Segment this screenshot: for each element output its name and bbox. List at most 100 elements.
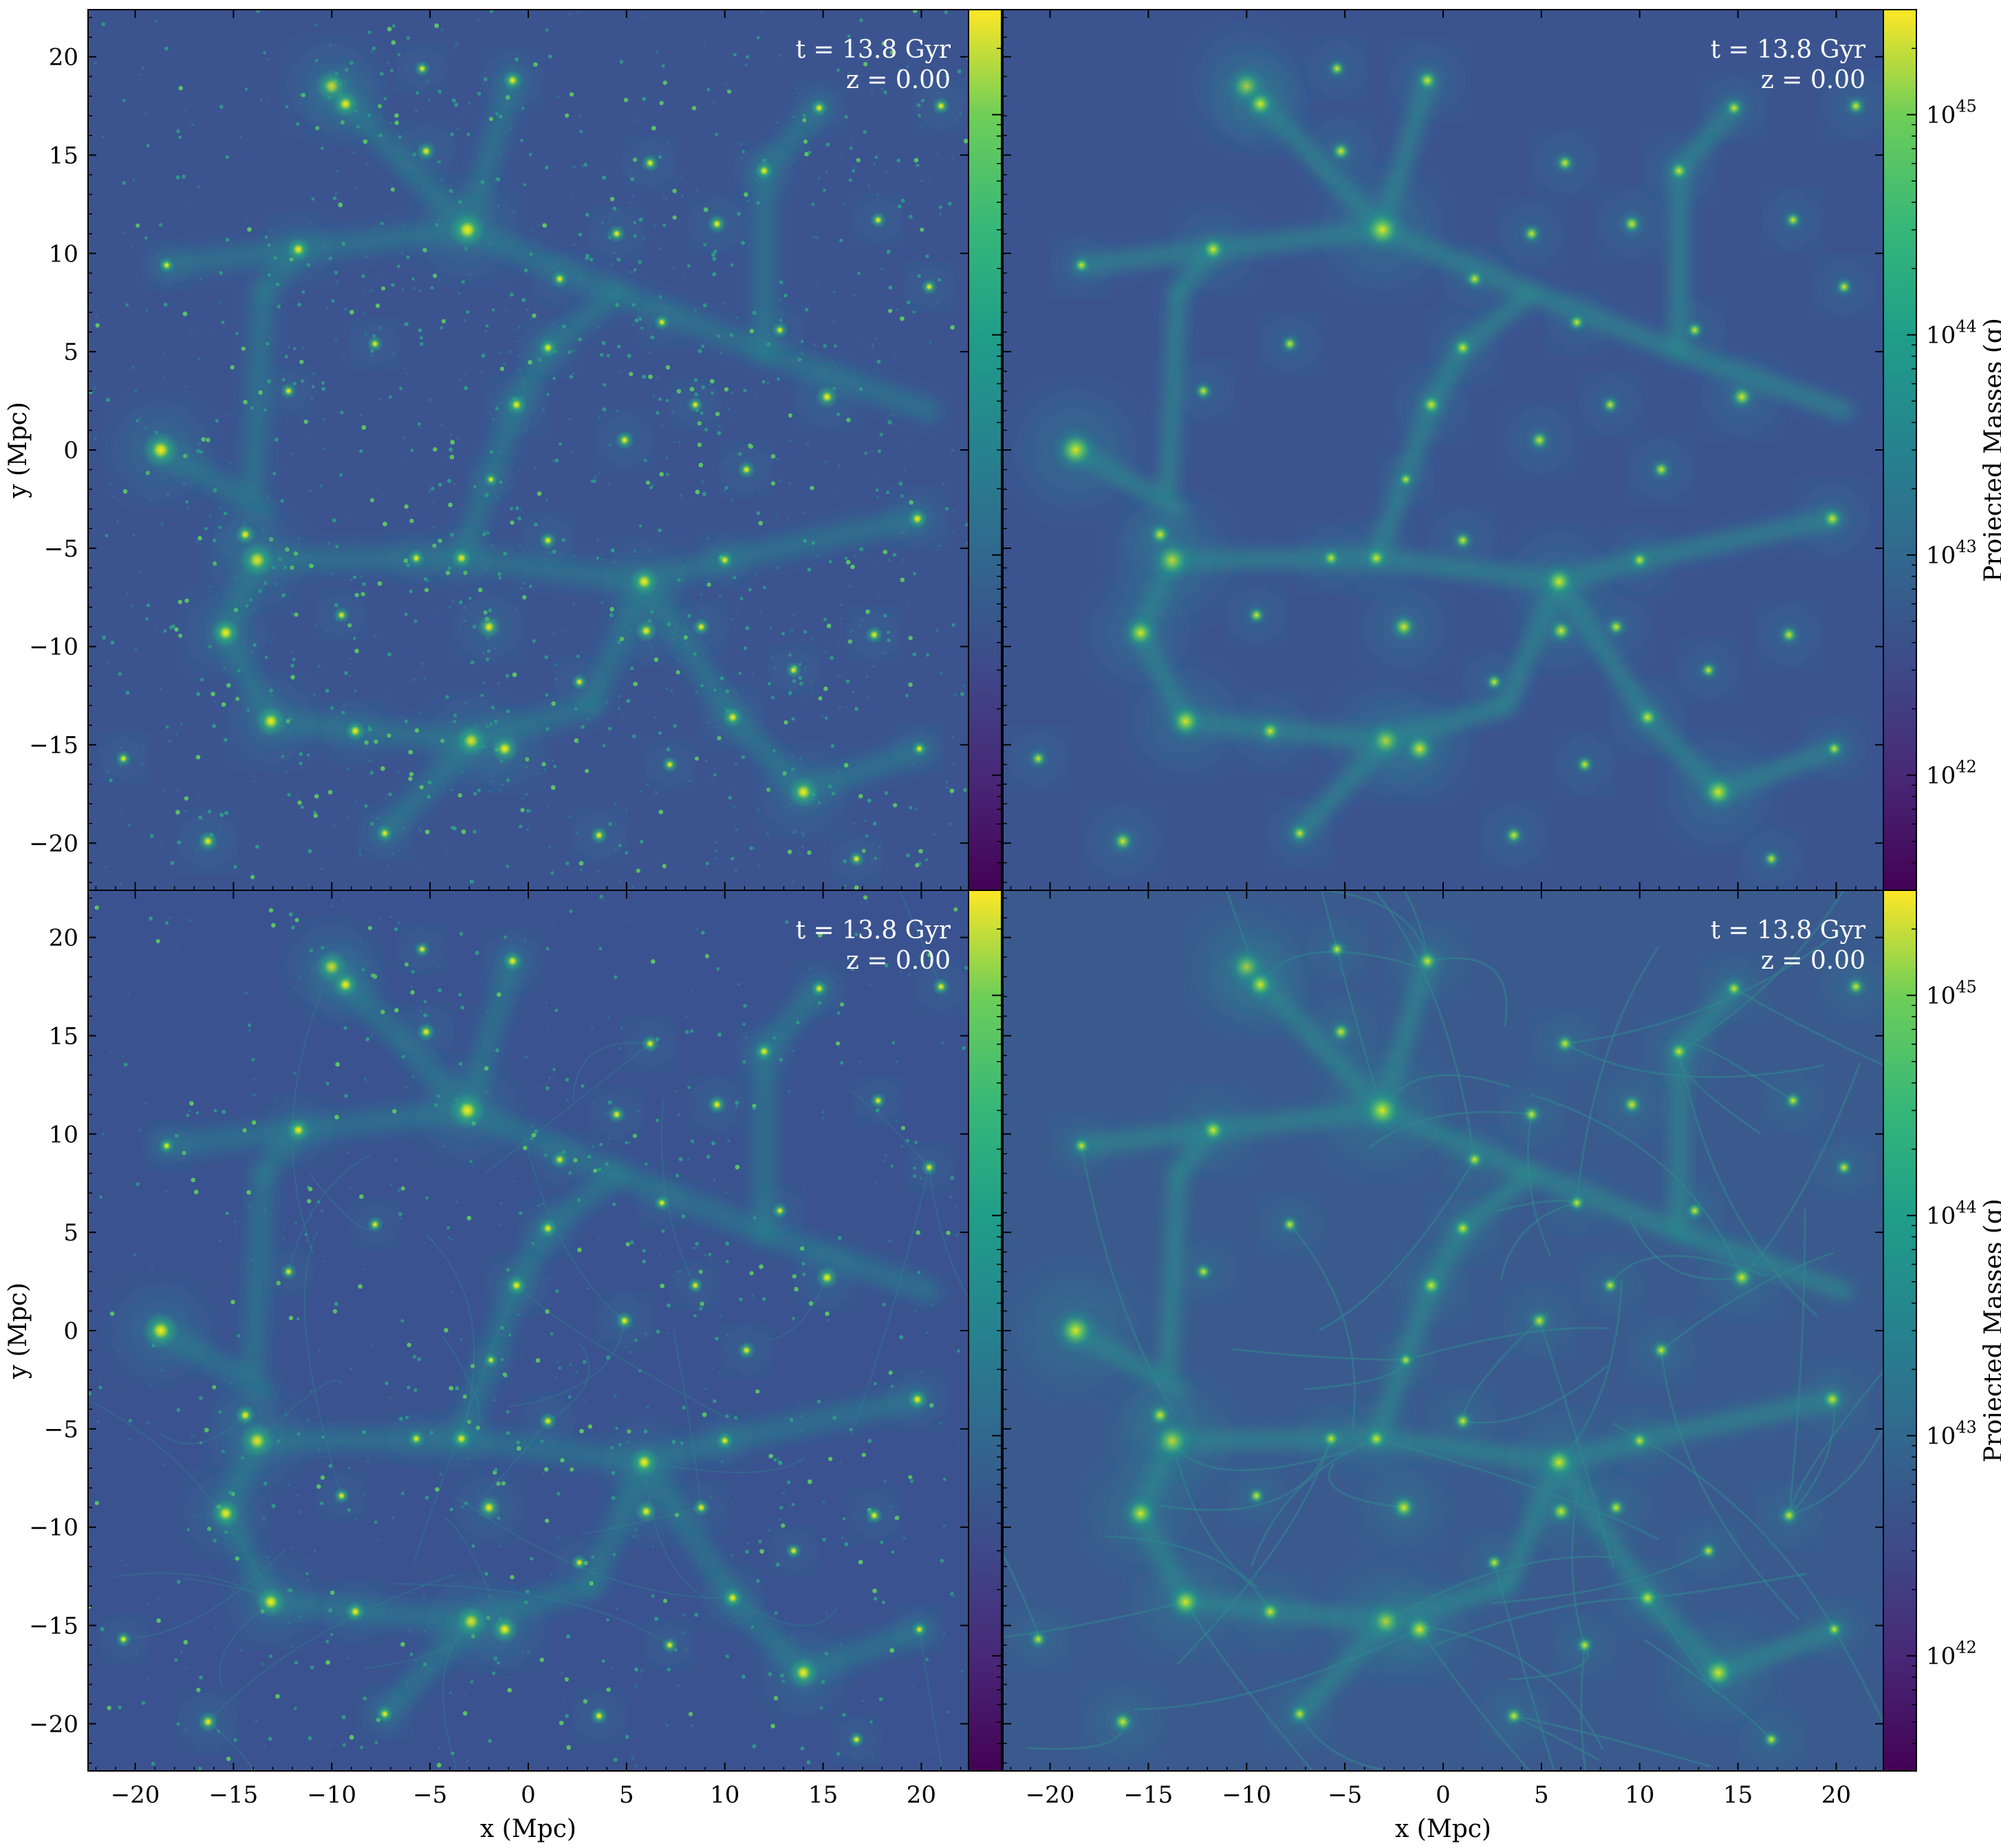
- particle: [526, 828, 530, 831]
- halo: [332, 90, 360, 118]
- particle: [223, 667, 226, 670]
- particle: [583, 1168, 586, 1172]
- particle: [625, 1529, 627, 1532]
- particle: [311, 197, 315, 201]
- particle: [756, 511, 761, 515]
- particle: [843, 1517, 846, 1521]
- particle: [244, 87, 248, 91]
- y-tick-label: 20: [49, 925, 78, 952]
- particle: [199, 1396, 203, 1400]
- particle: [111, 495, 114, 498]
- particle: [884, 963, 889, 967]
- particle: [843, 762, 849, 768]
- particle: [554, 458, 559, 463]
- particle: [900, 494, 904, 498]
- particle: [109, 483, 112, 486]
- particle: [380, 222, 384, 226]
- particle: [615, 409, 618, 413]
- particle: [581, 164, 585, 167]
- particle: [572, 602, 575, 605]
- halo: [907, 508, 929, 530]
- particle: [554, 663, 557, 667]
- particle: [552, 921, 554, 923]
- particle: [189, 1101, 194, 1106]
- filament: [752, 1221, 941, 1303]
- particle: [435, 1487, 440, 1492]
- strand: [1493, 1562, 1556, 1771]
- particle: [457, 793, 463, 798]
- particle: [863, 1084, 866, 1086]
- particle: [176, 1580, 181, 1584]
- particle: [133, 1254, 136, 1257]
- particle: [660, 1283, 665, 1289]
- particle: [533, 466, 537, 469]
- particle: [140, 73, 142, 76]
- particle: [552, 759, 554, 762]
- particle: [243, 400, 248, 405]
- particle: [526, 808, 530, 813]
- particle: [966, 1523, 969, 1526]
- axis-ticks: [88, 890, 969, 1771]
- particle: [611, 1666, 614, 1670]
- particle: [352, 575, 357, 579]
- particle: [883, 1785, 886, 1788]
- particle: [734, 1622, 737, 1625]
- particle: [656, 1329, 660, 1334]
- particle: [366, 1697, 369, 1700]
- particle: [631, 1066, 634, 1068]
- particle: [695, 489, 700, 495]
- particle: [712, 272, 717, 277]
- particle: [578, 861, 584, 866]
- particle: [812, 235, 816, 239]
- particle: [616, 257, 621, 262]
- particle: [841, 157, 843, 160]
- particle: [485, 657, 490, 661]
- particle: [383, 982, 386, 985]
- particle: [742, 150, 745, 153]
- particle: [277, 304, 281, 309]
- particle: [541, 0, 545, 1]
- strand: [918, 1629, 944, 1771]
- particle: [870, 1265, 873, 1268]
- halo: [1574, 753, 1596, 775]
- particle: [109, 778, 113, 782]
- particle: [94, 1501, 100, 1505]
- particle: [191, 1434, 193, 1437]
- particle: [750, 112, 753, 114]
- particle: [332, 518, 336, 523]
- particle: [693, 308, 697, 312]
- particle: [743, 646, 748, 650]
- particle: [781, 1523, 786, 1528]
- particle: [951, 157, 954, 160]
- halo: [715, 1431, 734, 1450]
- particle: [965, 541, 969, 545]
- particle: [412, 678, 415, 681]
- particle: [237, 669, 241, 673]
- particle: [317, 1349, 321, 1352]
- particle: [552, 461, 556, 464]
- halo: [1388, 611, 1420, 643]
- particle: [725, 689, 730, 694]
- particle: [652, 395, 656, 398]
- particle: [296, 1432, 301, 1436]
- halo: [1727, 382, 1757, 411]
- particle: [490, 1038, 493, 1041]
- particle: [890, 1384, 894, 1388]
- particle: [847, 34, 851, 39]
- particle: [735, 316, 739, 319]
- particle: [400, 1319, 404, 1323]
- particle: [713, 1179, 716, 1182]
- particle: [852, 690, 855, 694]
- halo: [1546, 616, 1576, 645]
- particle: [837, 1236, 842, 1240]
- halo: [1519, 222, 1544, 246]
- particle: [779, 280, 783, 285]
- particle: [354, 689, 357, 693]
- particle: [884, 791, 889, 795]
- particle: [766, 382, 770, 385]
- particle: [458, 114, 460, 117]
- particle: [418, 328, 422, 333]
- particle: [718, 425, 721, 428]
- particle: [781, 632, 786, 636]
- particle: [823, 617, 828, 621]
